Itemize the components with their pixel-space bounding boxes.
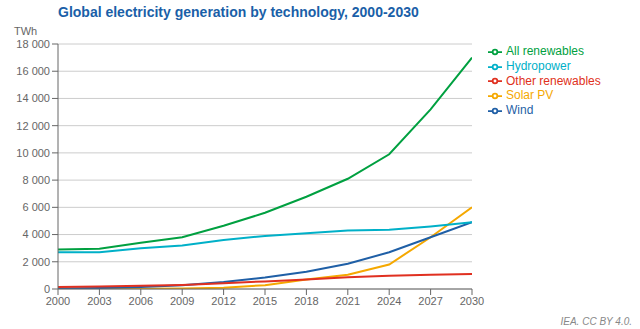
svg-text:0: 0 bbox=[44, 283, 50, 295]
svg-text:2 000: 2 000 bbox=[22, 256, 50, 268]
svg-text:2009: 2009 bbox=[170, 295, 194, 307]
svg-text:2015: 2015 bbox=[253, 295, 277, 307]
svg-text:2021: 2021 bbox=[336, 295, 360, 307]
svg-text:2006: 2006 bbox=[129, 295, 153, 307]
svg-text:6 000: 6 000 bbox=[22, 201, 50, 213]
html-text:Other renewables: Other renewables bbox=[506, 73, 601, 88]
svg-text:18 000: 18 000 bbox=[16, 38, 50, 50]
svg-text:2003: 2003 bbox=[87, 295, 111, 307]
svg-text:2024: 2024 bbox=[377, 295, 401, 307]
html-text:Hydropower: Hydropower bbox=[506, 58, 571, 73]
svg-text:14 000: 14 000 bbox=[16, 92, 50, 104]
html-text:Solar PV: Solar PV bbox=[506, 88, 554, 103]
svg-text:2000: 2000 bbox=[46, 295, 70, 307]
svg-text:2018: 2018 bbox=[294, 295, 318, 307]
html-text:Wind: Wind bbox=[506, 103, 534, 118]
svg-text:2012: 2012 bbox=[211, 295, 235, 307]
html-text:IEA. CC BY 4.0.: IEA. CC BY 4.0. bbox=[560, 316, 632, 327]
html-text:TWh: TWh bbox=[14, 25, 38, 37]
svg-text:10 000: 10 000 bbox=[16, 147, 50, 159]
svg-text:16 000: 16 000 bbox=[16, 65, 50, 77]
html-text:All renewables: All renewables bbox=[506, 44, 584, 58]
svg-text:8 000: 8 000 bbox=[22, 174, 50, 186]
svg-text:12 000: 12 000 bbox=[16, 120, 50, 132]
svg-text:2030: 2030 bbox=[460, 295, 484, 307]
svg-text:2027: 2027 bbox=[418, 295, 442, 307]
html-text:Global electricity generation: Global electricity generation by technol… bbox=[58, 4, 419, 20]
svg-text:4 000: 4 000 bbox=[22, 228, 50, 240]
